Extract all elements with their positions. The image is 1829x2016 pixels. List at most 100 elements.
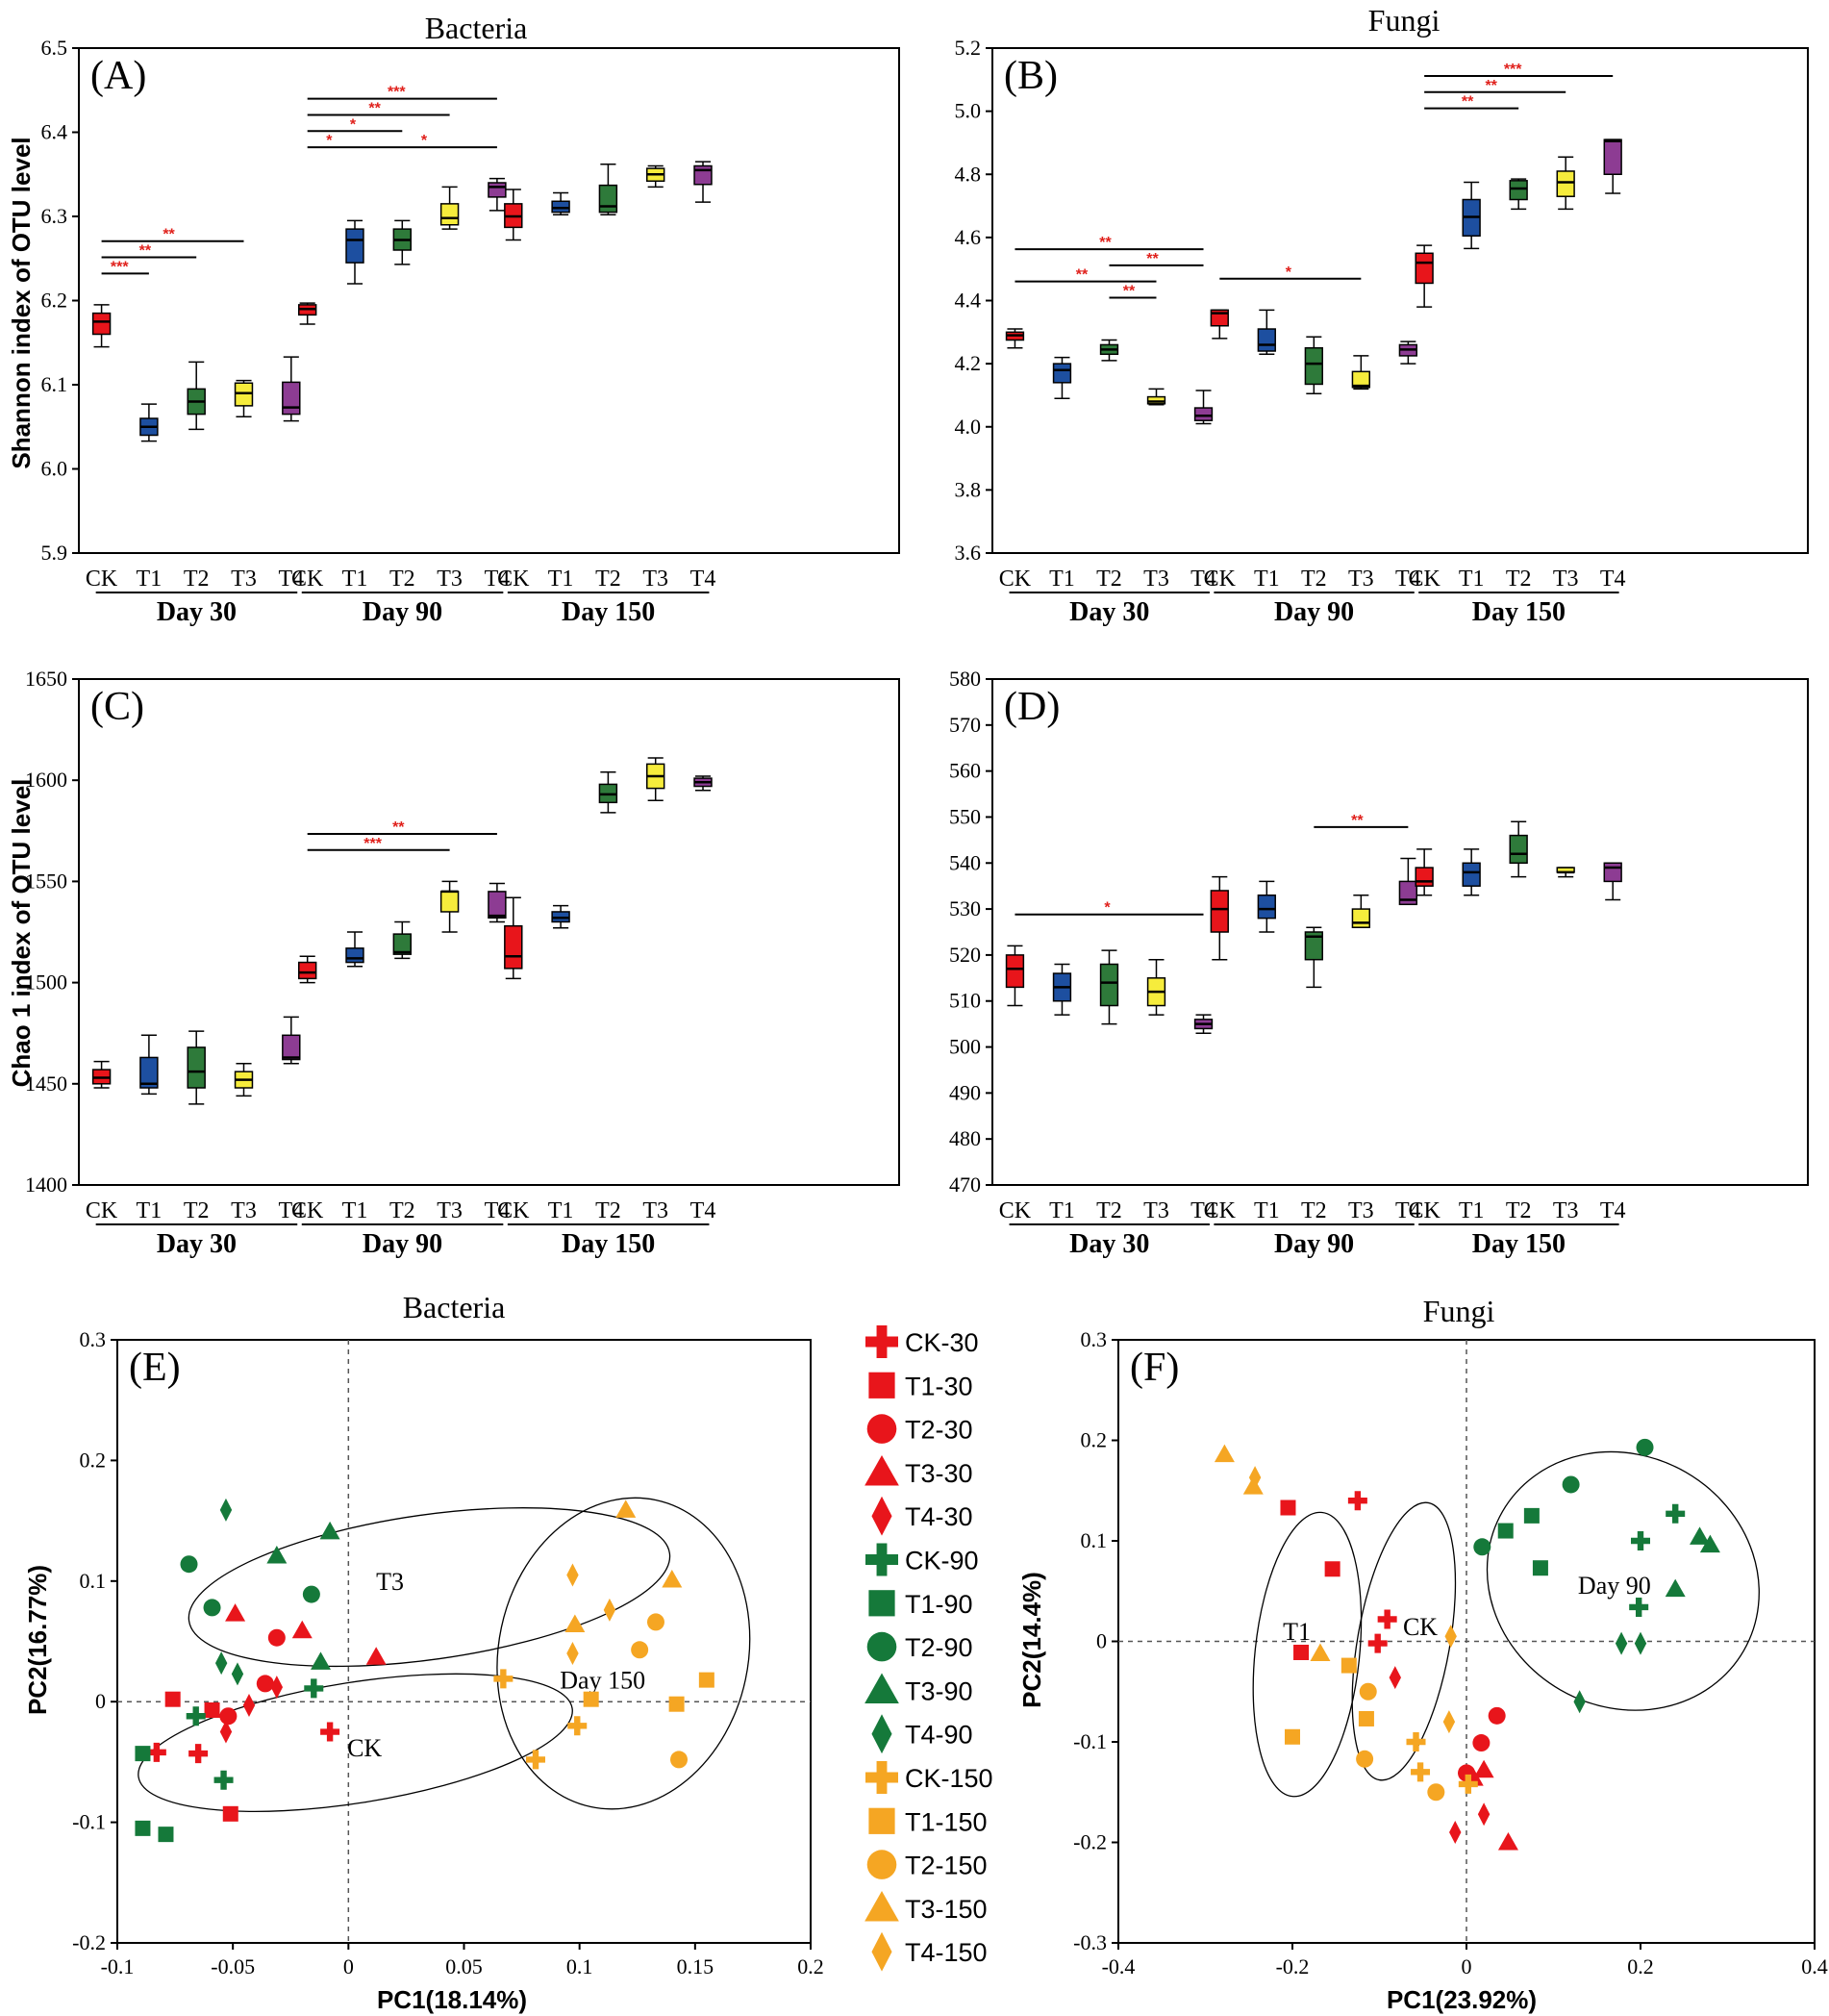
day-label: Day 90 bbox=[1274, 1229, 1354, 1259]
box-body bbox=[1304, 346, 1323, 386]
x-tick-label: T1 bbox=[137, 1198, 163, 1223]
significance-label: ** bbox=[1462, 94, 1474, 111]
point-t2-150 bbox=[1359, 1682, 1377, 1701]
box-body bbox=[1005, 954, 1025, 989]
point-t3-150 bbox=[564, 1614, 586, 1632]
day-label: Day 30 bbox=[157, 1229, 237, 1259]
y-tick-label: 0.3 bbox=[80, 1327, 107, 1351]
circle-marker bbox=[1636, 1438, 1654, 1456]
square-marker bbox=[135, 1820, 151, 1836]
box-t2-day2 bbox=[1304, 336, 1323, 395]
triangle-marker bbox=[1310, 1643, 1331, 1662]
point-t4-150 bbox=[1442, 1710, 1456, 1734]
y-tick-label: 1450 bbox=[25, 1071, 67, 1096]
box-t2-day3 bbox=[598, 164, 618, 215]
triangle-marker bbox=[864, 1455, 899, 1486]
box-t1-day1 bbox=[139, 1034, 159, 1096]
box-ck-day3 bbox=[504, 896, 523, 980]
y-tick-label: 3.8 bbox=[955, 477, 982, 501]
legend-item-ck-150: CK-150 bbox=[865, 1761, 993, 1794]
x-tick-label: CK bbox=[291, 567, 324, 592]
triangle-marker bbox=[615, 1499, 637, 1518]
y-tick-label: 4.0 bbox=[955, 415, 982, 439]
square-marker bbox=[868, 1807, 895, 1834]
significance-bracket: * bbox=[1219, 265, 1362, 281]
x-tick-label: T1 bbox=[137, 567, 163, 592]
box-t1-day1 bbox=[1052, 963, 1072, 1016]
box-body bbox=[1257, 328, 1276, 352]
y-tick-label: 480 bbox=[949, 1126, 981, 1150]
square-marker bbox=[1523, 1507, 1540, 1524]
y-tick-label: 530 bbox=[949, 896, 981, 920]
panel-label: (A) bbox=[90, 54, 146, 98]
point-t4-90 bbox=[219, 1498, 233, 1522]
x-tick-label: T1 bbox=[1459, 1198, 1485, 1223]
point-ck-30 bbox=[188, 1744, 209, 1764]
box-body bbox=[91, 312, 112, 336]
box-t3-day1 bbox=[234, 379, 254, 417]
box-body bbox=[1509, 180, 1528, 201]
point-t2-150 bbox=[670, 1751, 689, 1769]
panel-title: Fungi bbox=[1423, 1294, 1495, 1328]
plus-marker bbox=[567, 1716, 588, 1736]
x-tick-label: T3 bbox=[1348, 1198, 1374, 1223]
point-t4-30 bbox=[219, 1720, 233, 1744]
triangle-marker bbox=[864, 1673, 899, 1703]
diamond-marker bbox=[871, 1714, 892, 1754]
plus-marker bbox=[213, 1770, 234, 1790]
plus-marker bbox=[526, 1750, 546, 1770]
box-ck-day1 bbox=[91, 304, 112, 348]
box-t3-day3 bbox=[1556, 867, 1575, 878]
confidence-ellipse bbox=[188, 1507, 671, 1668]
box-ck-day2 bbox=[1210, 309, 1229, 340]
legend-item-t1-30: T1-30 bbox=[868, 1372, 973, 1400]
box-ck-day1 bbox=[1005, 328, 1025, 349]
triangle-marker bbox=[662, 1570, 683, 1588]
x-tick-label: T4 bbox=[1600, 1198, 1626, 1223]
panel-d: (D) 470 480 490 500 510 520 530 540 550 560 570 580 C… bbox=[949, 667, 1809, 1259]
box-t4-day2 bbox=[1398, 340, 1418, 365]
significance-bracket: ** bbox=[101, 227, 244, 243]
x-tick-label: T2 bbox=[595, 567, 621, 592]
circle-marker bbox=[631, 1641, 649, 1659]
day-label: Day 90 bbox=[1274, 597, 1354, 627]
box-t4-day3 bbox=[693, 161, 713, 203]
y-tick-label: 510 bbox=[949, 989, 981, 1013]
box-t4-day2 bbox=[488, 177, 507, 212]
y-tick-label: 0.1 bbox=[1081, 1528, 1108, 1552]
x-tick-label: T2 bbox=[1301, 567, 1327, 592]
y-axis-label: Shannon index of OTU level bbox=[7, 137, 36, 468]
panel-c: (C) Chao 1 index of OTU level 1400 1450 1500… bbox=[7, 667, 900, 1259]
significance-bracket: * bbox=[354, 133, 497, 149]
x-tick-label: T1 bbox=[548, 567, 574, 592]
circle-marker bbox=[180, 1555, 198, 1574]
point-t1-90 bbox=[1497, 1523, 1514, 1539]
plus-marker bbox=[1406, 1732, 1426, 1751]
diamond-marker bbox=[566, 1642, 579, 1666]
point-t3-150 bbox=[615, 1499, 637, 1518]
point-t2-30 bbox=[256, 1675, 274, 1693]
x-tick-label: T1 bbox=[342, 1198, 368, 1223]
x-tick-label: CK bbox=[999, 1198, 1032, 1223]
box-t1-day2 bbox=[1257, 880, 1276, 933]
x-tick-label: CK bbox=[1408, 1198, 1441, 1223]
point-ck-90 bbox=[1629, 1597, 1649, 1617]
box-body bbox=[551, 200, 570, 214]
significance-bracket: *** bbox=[1424, 62, 1614, 78]
legend-item-t4-150: T4-150 bbox=[871, 1931, 988, 1972]
box-t2-day1 bbox=[187, 361, 206, 431]
panel-label: (D) bbox=[1004, 685, 1060, 729]
diamond-marker bbox=[219, 1498, 233, 1522]
square-marker bbox=[1285, 1728, 1300, 1745]
point-ck-150 bbox=[1411, 1762, 1431, 1782]
panel-title: Bacteria bbox=[403, 1290, 506, 1324]
box-t4-day2 bbox=[488, 882, 507, 923]
y-tick-label: 6.1 bbox=[41, 372, 68, 396]
panel-e: Bacteria(E)-0.1 -0.05 0 0.05 0.1 0.15 0.2-0.2-… bbox=[23, 1290, 824, 2014]
significance-bracket: ** bbox=[1424, 94, 1519, 111]
y-tick-label: 500 bbox=[949, 1035, 981, 1059]
circle-marker bbox=[219, 1707, 238, 1726]
y-tick-label: 1600 bbox=[25, 768, 67, 792]
x-tick-label: T4 bbox=[1190, 567, 1216, 592]
y-axis-label: PC2(14.4%) bbox=[1017, 1572, 1046, 1708]
